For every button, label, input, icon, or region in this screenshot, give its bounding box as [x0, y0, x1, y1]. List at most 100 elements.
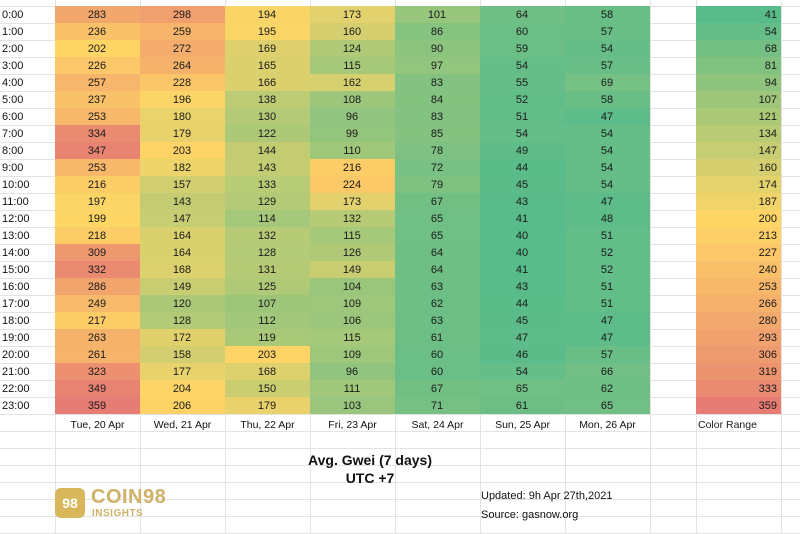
heatmap-cell: 99 [310, 125, 395, 142]
heatmap-cell: 111 [310, 380, 395, 397]
color-range-cell: 187 [696, 193, 781, 210]
hour-label: 21:00 [2, 365, 30, 378]
heatmap-cell: 41 [480, 210, 565, 227]
day-label: Sat, 24 Apr [411, 418, 464, 431]
heatmap-cell: 272 [140, 40, 225, 57]
heatmap-cell: 169 [225, 40, 310, 57]
heatmap-cell: 109 [310, 295, 395, 312]
hour-label: 16:00 [2, 280, 30, 293]
color-range-cell: 293 [696, 329, 781, 346]
heatmap-cell: 217 [55, 312, 140, 329]
chart-subtitle: UTC +7 [345, 470, 395, 486]
heatmap-cell: 164 [140, 244, 225, 261]
heatmap-cell: 64 [395, 261, 480, 278]
hour-label: 12:00 [2, 212, 30, 225]
day-label: Wed, 21 Apr [153, 418, 212, 431]
heatmap-cell: 90 [395, 40, 480, 57]
color-range-cell: 107 [696, 91, 781, 108]
heatmap-cell: 86 [395, 23, 480, 40]
heatmap-cell: 298 [140, 6, 225, 23]
day-label: Mon, 26 Apr [579, 418, 636, 431]
heatmap-cell: 179 [140, 125, 225, 142]
color-range-cell: 121 [696, 108, 781, 125]
heatmap-cell: 112 [225, 312, 310, 329]
grid-line [0, 482, 800, 483]
heatmap-cell: 54 [565, 159, 650, 176]
heatmap-cell: 263 [55, 329, 140, 346]
hour-label: 15:00 [2, 263, 30, 276]
heatmap-cell: 130 [225, 108, 310, 125]
color-range-cell: 213 [696, 227, 781, 244]
heatmap-cell: 83 [395, 108, 480, 125]
heatmap-cell: 54 [480, 57, 565, 74]
color-range-cell: 200 [696, 210, 781, 227]
heatmap-cell: 177 [140, 363, 225, 380]
heatmap-cell: 179 [225, 397, 310, 414]
heatmap-cell: 63 [395, 278, 480, 295]
heatmap-cell: 286 [55, 278, 140, 295]
day-label: Thu, 22 Apr [240, 418, 295, 431]
color-range-cell: 333 [696, 380, 781, 397]
heatmap-cell: 124 [310, 40, 395, 57]
heatmap-cell: 204 [140, 380, 225, 397]
hour-label: 6:00 [2, 110, 24, 123]
heatmap-cell: 128 [225, 244, 310, 261]
heatmap-cell: 61 [395, 329, 480, 346]
heatmap-cell: 126 [310, 244, 395, 261]
color-range-cell: 319 [696, 363, 781, 380]
hour-label: 4:00 [2, 76, 24, 89]
heatmap-cell: 162 [310, 74, 395, 91]
hour-label: 23:00 [2, 399, 30, 412]
heatmap-cell: 97 [395, 57, 480, 74]
heatmap-cell: 143 [225, 159, 310, 176]
heatmap-cell: 47 [565, 329, 650, 346]
heatmap-cell: 69 [565, 74, 650, 91]
hour-label: 5:00 [2, 93, 24, 106]
hour-label: 13:00 [2, 229, 30, 242]
hour-label: 17:00 [2, 297, 30, 310]
hour-label: 8:00 [2, 144, 24, 157]
day-label: Fri, 23 Apr [328, 418, 377, 431]
heatmap-cell: 59 [480, 40, 565, 57]
heatmap-cell: 51 [480, 108, 565, 125]
heatmap-cell: 218 [55, 227, 140, 244]
heatmap-cell: 43 [480, 193, 565, 210]
heatmap-cell: 259 [140, 23, 225, 40]
heatmap-cell: 133 [225, 176, 310, 193]
heatmap-cell: 224 [310, 176, 395, 193]
color-range-cell: 134 [696, 125, 781, 142]
heatmap-cell: 52 [565, 261, 650, 278]
heatmap-cell: 54 [565, 176, 650, 193]
heatmap-cell: 67 [395, 380, 480, 397]
heatmap-cell: 79 [395, 176, 480, 193]
heatmap-cell: 83 [395, 74, 480, 91]
heatmap-cell: 60 [480, 23, 565, 40]
hour-label: 1:00 [2, 25, 24, 38]
day-label: Sun, 25 Apr [495, 418, 550, 431]
heatmap-cell: 237 [55, 91, 140, 108]
chart-title: Avg. Gwei (7 days) [308, 452, 432, 468]
heatmap-cell: 65 [480, 380, 565, 397]
logo-brand: COIN98 [91, 486, 167, 508]
heatmap-cell: 165 [225, 57, 310, 74]
heatmap-cell: 257 [55, 74, 140, 91]
heatmap-cell: 62 [395, 295, 480, 312]
grid-line [0, 465, 800, 466]
heatmap-cell: 158 [140, 346, 225, 363]
hour-label: 20:00 [2, 348, 30, 361]
heatmap-cell: 108 [310, 91, 395, 108]
hour-label: 22:00 [2, 382, 30, 395]
heatmap-cell: 202 [55, 40, 140, 57]
heatmap-cell: 194 [225, 6, 310, 23]
color-range-cell: 240 [696, 261, 781, 278]
heatmap-cell: 144 [225, 142, 310, 159]
heatmap-cell: 106 [310, 312, 395, 329]
heatmap-cell: 54 [565, 40, 650, 57]
logo-badge: 98 [55, 488, 85, 518]
heatmap-cell: 64 [480, 6, 565, 23]
hour-label: 14:00 [2, 246, 30, 259]
grid-line [650, 0, 651, 533]
heatmap-cell: 182 [140, 159, 225, 176]
heatmap-cell: 44 [480, 295, 565, 312]
